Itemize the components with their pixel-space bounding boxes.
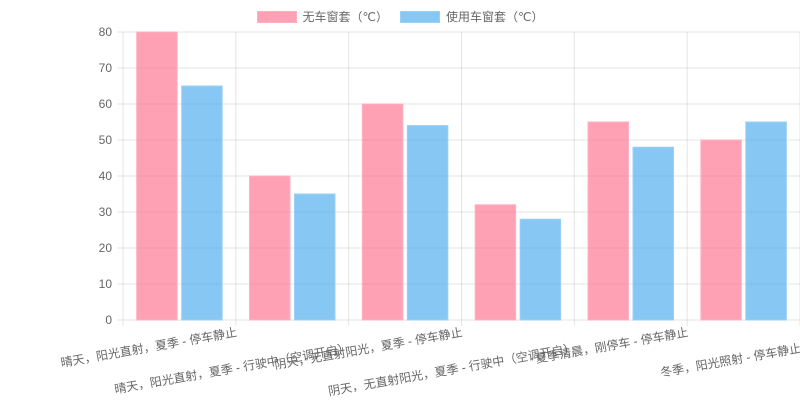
legend-label: 使用车窗套（℃） — [446, 10, 544, 24]
x-tick-label: 晴天，阳光直射，夏季 - 停车静止 — [59, 324, 238, 370]
bar-no-cover[interactable] — [700, 139, 742, 321]
x-tick-label: 冬季，阳光照射 - 停车静止 — [659, 340, 800, 380]
y-tick-label: 0 — [105, 313, 112, 327]
chart-legend: 无车窗套（℃） 使用车窗套（℃） — [0, 8, 800, 25]
bar-no-cover[interactable] — [587, 121, 629, 321]
y-tick-label: 30 — [99, 205, 113, 219]
bar-with-cover[interactable] — [519, 218, 562, 321]
legend-item-no-cover[interactable]: 无车窗套（℃） — [256, 8, 388, 25]
bar-with-cover[interactable] — [632, 146, 674, 321]
legend-swatch-pink — [256, 10, 297, 23]
legend-swatch-blue — [400, 10, 440, 23]
y-tick-label: 10 — [99, 277, 113, 291]
y-tick-label: 60 — [99, 97, 113, 111]
y-tick-label: 50 — [99, 133, 113, 147]
legend-label: 无车窗套（℃） — [302, 10, 388, 24]
y-tick-label: 80 — [99, 25, 113, 39]
bar-no-cover[interactable] — [361, 103, 404, 321]
bar-with-cover[interactable] — [406, 125, 449, 321]
y-tick-label: 20 — [99, 241, 113, 255]
bar-with-cover[interactable] — [181, 85, 223, 321]
y-tick-label: 40 — [99, 169, 113, 183]
bar-with-cover[interactable] — [745, 121, 787, 321]
bar-no-cover[interactable] — [249, 175, 291, 321]
legend-item-with-cover[interactable]: 使用车窗套（℃） — [400, 8, 543, 25]
bar-no-cover[interactable] — [136, 31, 178, 321]
bar-no-cover[interactable] — [474, 204, 517, 321]
bar-with-cover[interactable] — [294, 193, 336, 321]
y-tick-label: 70 — [99, 61, 113, 75]
